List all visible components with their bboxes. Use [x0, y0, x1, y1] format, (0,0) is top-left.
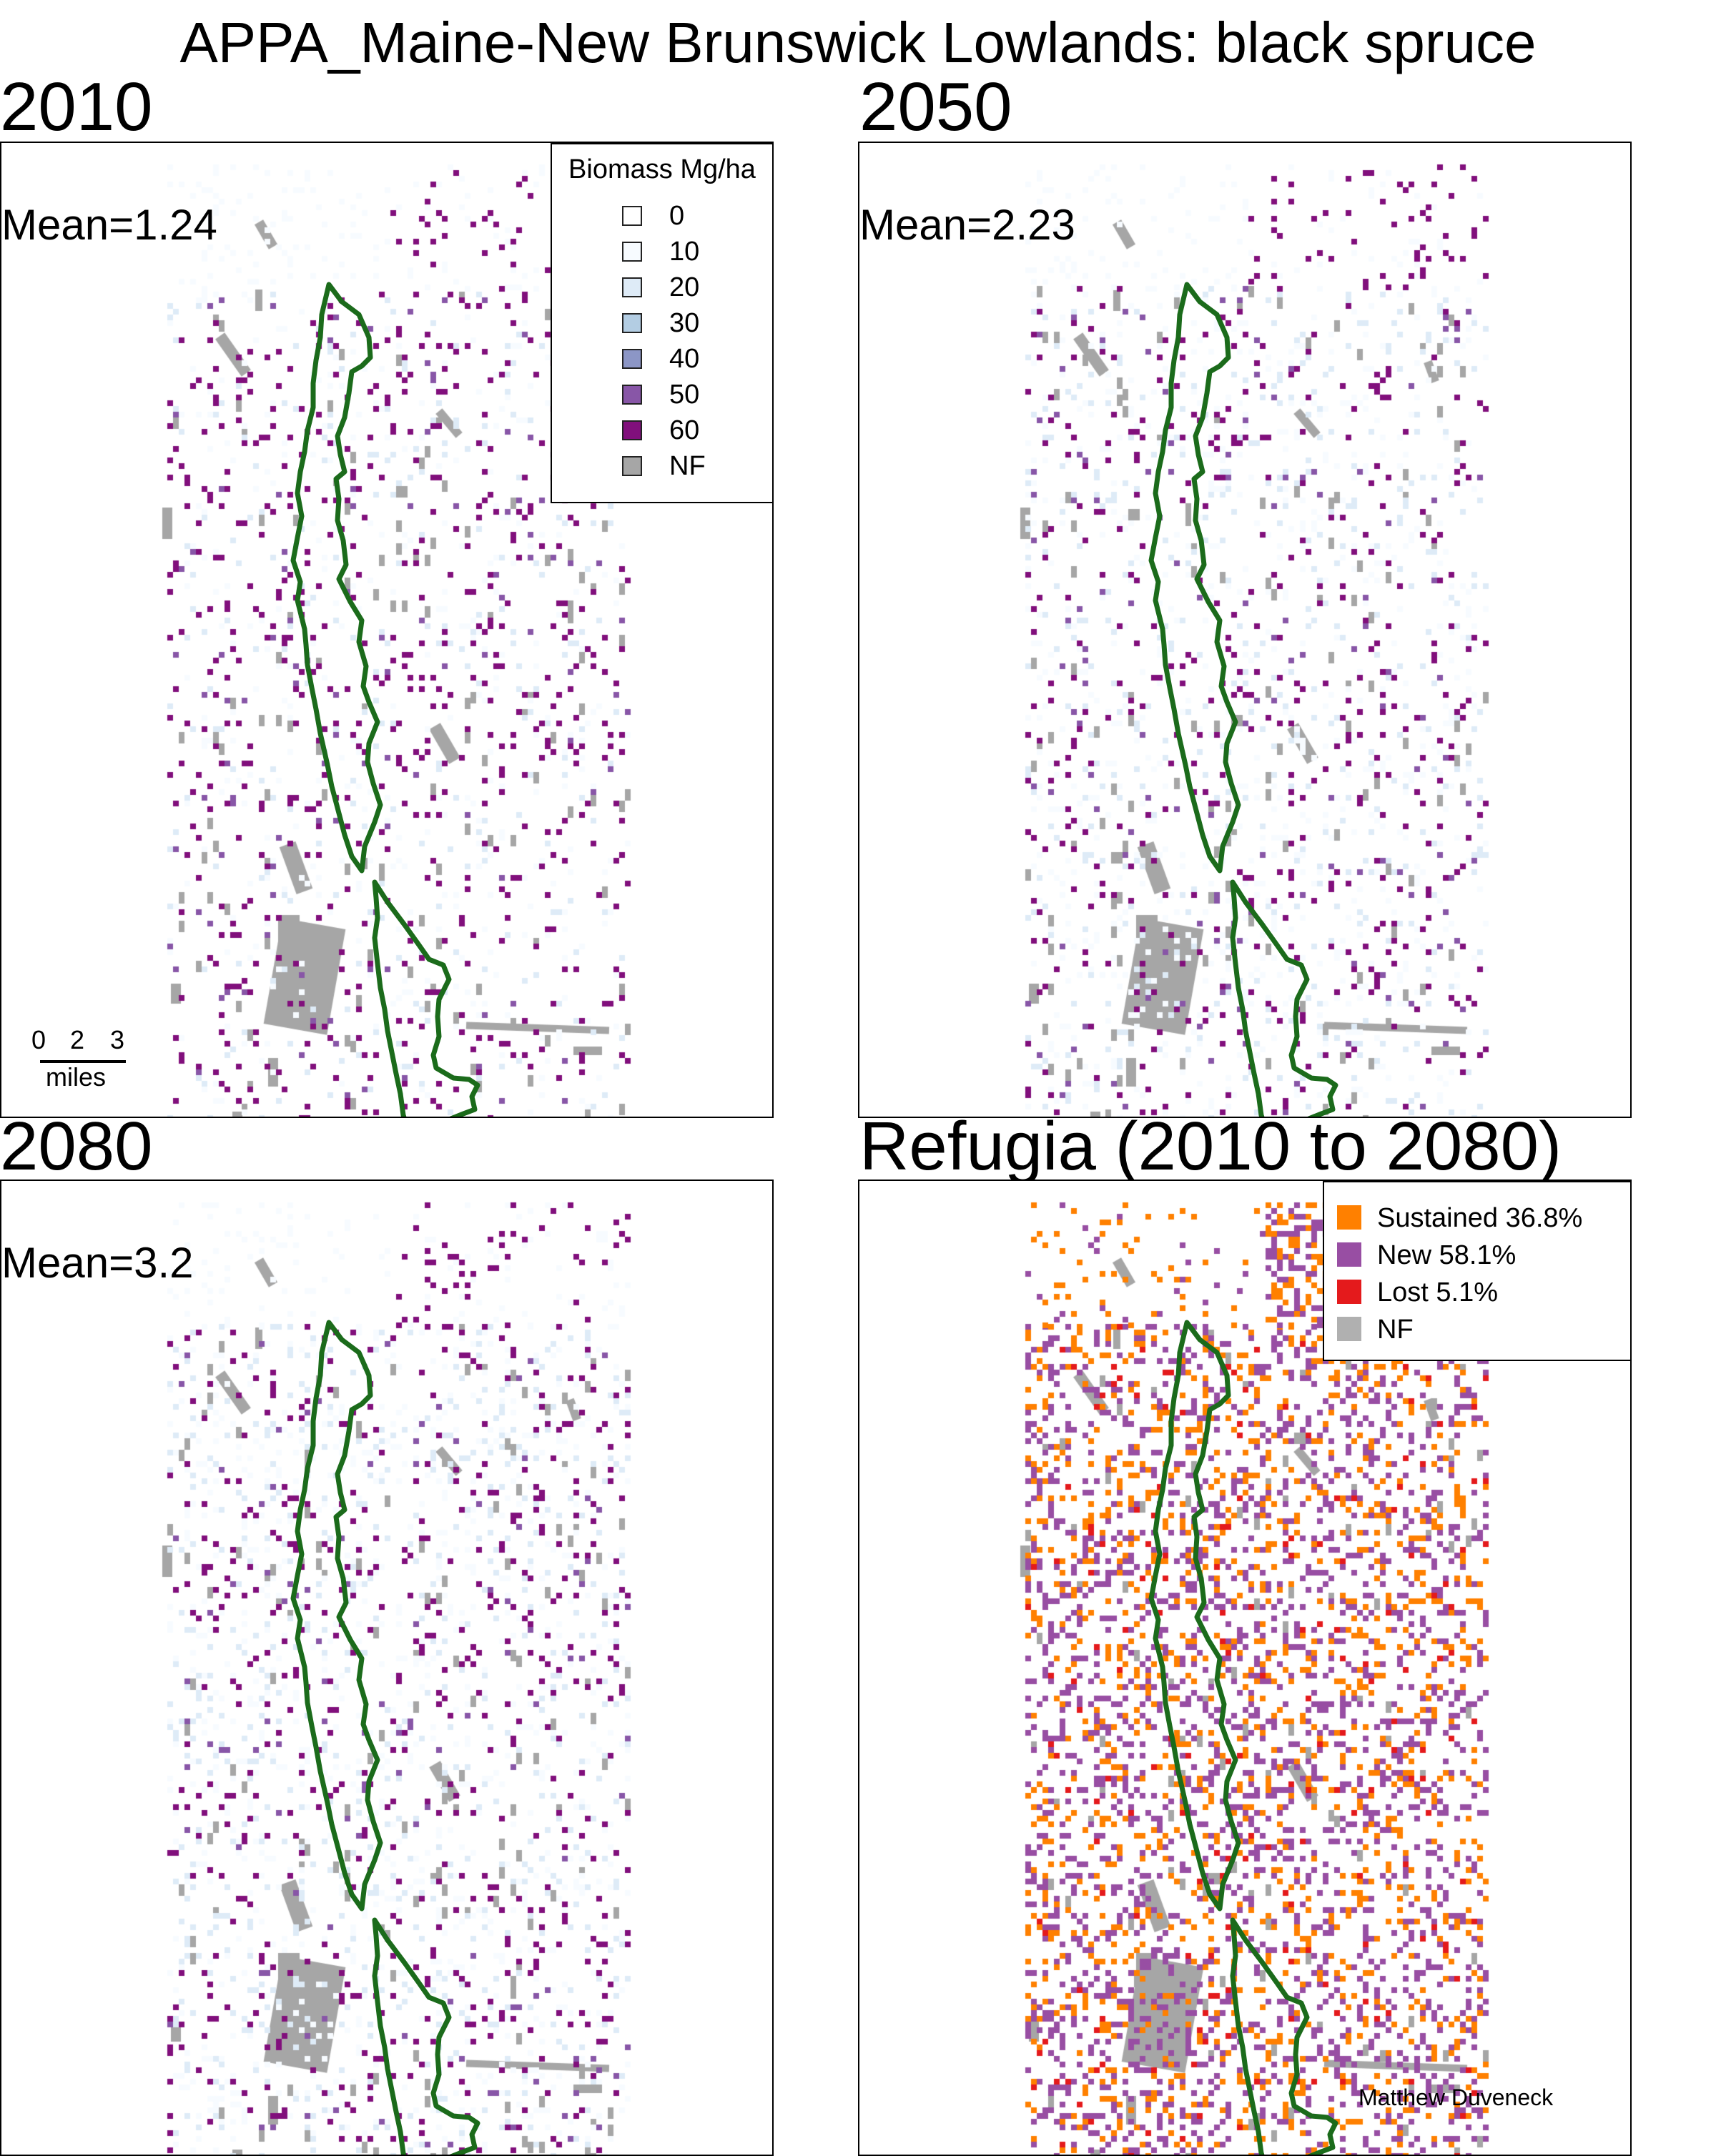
south-unit-boundary — [372, 879, 480, 1117]
north-unit-boundary — [1148, 282, 1241, 874]
biomass-legend-label: 40 — [669, 344, 700, 374]
scale-unit: miles — [46, 1062, 107, 1092]
north-unit-boundary — [290, 282, 383, 874]
panel-title-2010: 2010 — [0, 69, 153, 145]
biomass-legend-swatch — [622, 456, 642, 476]
refugia-legend-label: NF — [1377, 1315, 1414, 1345]
panel-title-refugia: Refugia (2010 to 2080) — [859, 1108, 1562, 1185]
scale-bar: 0 2 3 miles — [30, 1026, 130, 1097]
map-panel-refugia: Sustained 36.8% New 58.1% Lost 5.1% NF Matt… — [858, 1180, 1632, 2156]
refugia-legend-swatch — [1337, 1205, 1361, 1230]
scale-tick-3: 3 — [110, 1025, 125, 1054]
scale-bar-line — [40, 1060, 126, 1063]
south-unit-boundary — [1230, 1917, 1338, 2155]
biomass-legend-title: Biomass Mg/ha — [568, 154, 756, 184]
refugia-legend-label: Sustained 36.8% — [1377, 1203, 1583, 1233]
biomass-legend-label: NF — [669, 451, 706, 481]
map-panel-2010: Mean=1.24 Biomass Mg/ha 0 10 20 30 40 50 60 NF … — [0, 142, 774, 1118]
biomass-legend-swatch — [622, 242, 642, 262]
biomass-raster-2050 — [859, 143, 1630, 1117]
biomass-legend-swatch — [622, 385, 642, 405]
south-unit-boundary — [1230, 879, 1338, 1117]
biomass-legend-swatch — [622, 277, 642, 297]
biomass-legend-swatch — [622, 206, 642, 226]
biomass-legend-swatch — [622, 349, 642, 369]
figure-title: APPA_Maine-New Brunswick Lowlands: black… — [179, 11, 1537, 74]
mean-label-2010: Mean=1.24 — [1, 201, 217, 249]
mean-label-2050: Mean=2.23 — [859, 201, 1075, 249]
biomass-raster-2080 — [1, 1181, 772, 2155]
refugia-legend-label: Lost 5.1% — [1377, 1277, 1498, 1307]
refugia-legend-swatch — [1337, 1242, 1361, 1267]
study-area-outline — [1148, 282, 1338, 1117]
mean-label-2080: Mean=3.2 — [1, 1239, 194, 1287]
refugia-legend-swatch — [1337, 1317, 1361, 1341]
south-unit-boundary — [372, 1917, 480, 2155]
biomass-legend: Biomass Mg/ha 0 10 20 30 40 50 60 NF — [551, 143, 772, 503]
map-panel-2050: Mean=2.23 — [858, 142, 1632, 1118]
biomass-legend-label: 10 — [669, 237, 700, 267]
refugia-legend-label: New 58.1% — [1377, 1240, 1517, 1270]
panel-title-2080: 2080 — [0, 1108, 153, 1185]
refugia-legend: Sustained 36.8% New 58.1% Lost 5.1% NF — [1323, 1181, 1630, 1361]
study-area-outline — [290, 1320, 480, 2155]
biomass-legend-label: 60 — [669, 415, 700, 445]
scale-tick-0: 0 — [31, 1025, 46, 1054]
author-credit: Matthew Duveneck — [1358, 2085, 1554, 2110]
biomass-legend-label: 0 — [669, 201, 685, 231]
biomass-legend-swatch — [622, 313, 642, 333]
north-unit-boundary — [1148, 1320, 1241, 1912]
map-panel-2080: Mean=3.2 — [0, 1180, 774, 2156]
biomass-legend-label: 20 — [669, 272, 700, 302]
biomass-legend-label: 50 — [669, 380, 700, 410]
study-area-outline — [290, 282, 480, 1117]
panel-title-2050: 2050 — [859, 69, 1012, 145]
biomass-legend-label: 30 — [669, 308, 700, 338]
biomass-legend-swatch — [622, 420, 642, 440]
north-unit-boundary — [290, 1320, 383, 1912]
refugia-legend-swatch — [1337, 1280, 1361, 1304]
scale-tick-2: 2 — [70, 1025, 85, 1054]
